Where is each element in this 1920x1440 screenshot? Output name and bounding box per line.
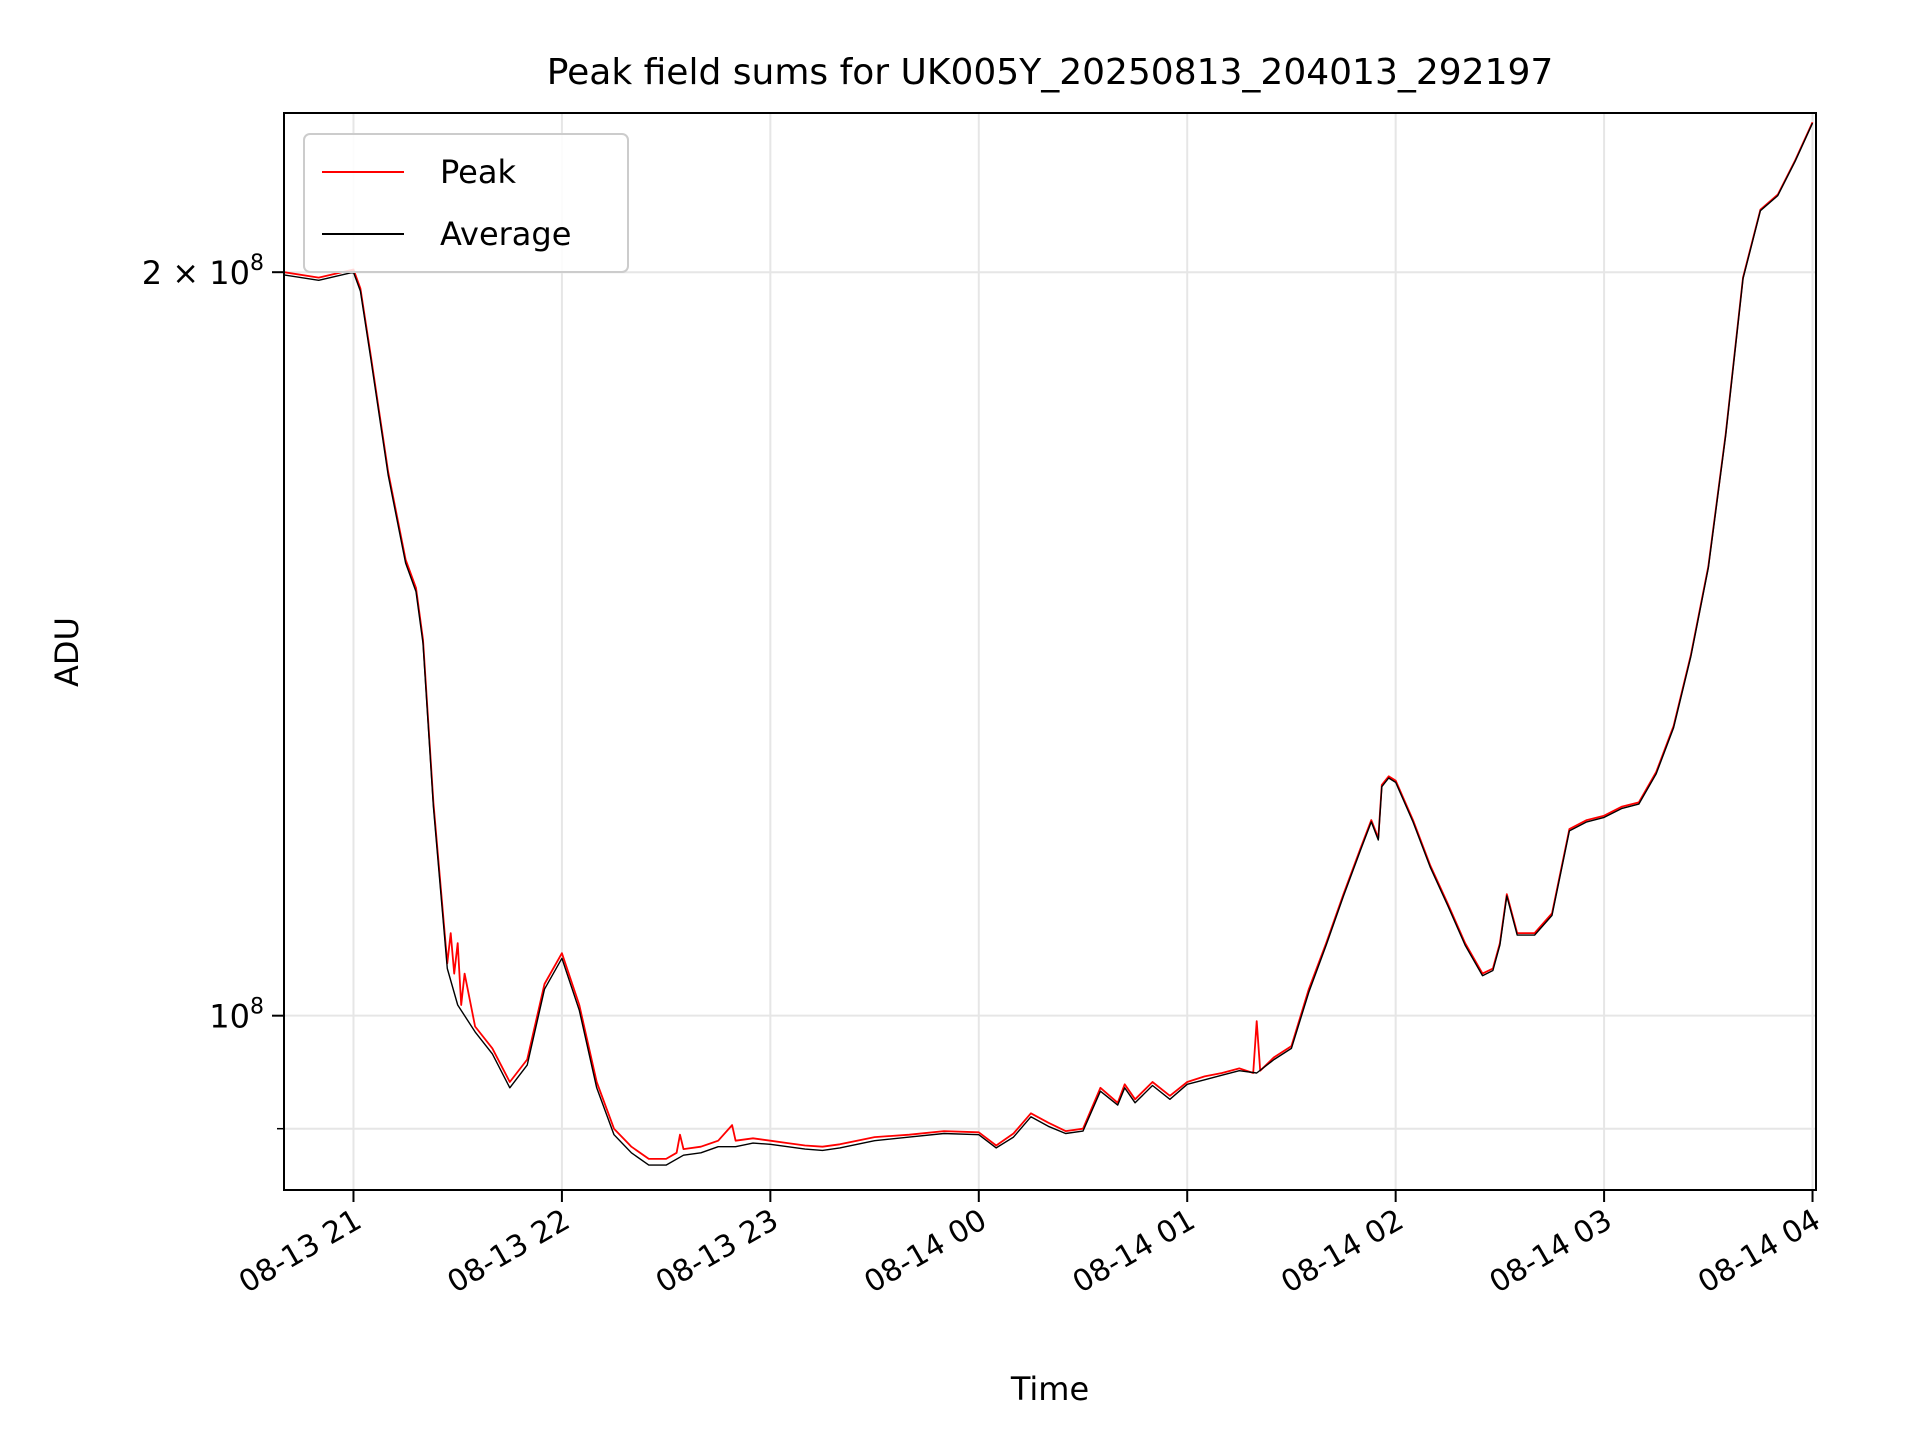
legend-label-peak: Peak: [440, 153, 516, 191]
chart-title: Peak field sums for UK005Y_20250813_2040…: [547, 52, 1554, 93]
plot-frame: [283, 112, 1817, 1191]
legend-box: [303, 133, 629, 273]
series-layer: [284, 121, 1814, 1166]
y-tick-label: 108: [209, 995, 264, 1036]
series-line-average: [284, 122, 1814, 1166]
y-axis: 2 × 108 108: [142, 251, 284, 1130]
legend-label-average: Average: [440, 215, 571, 253]
series-line-peak: [284, 121, 1814, 1160]
legend: Peak Average: [303, 133, 629, 273]
y-axis-label: ADU: [48, 617, 86, 687]
y-tick-label: 2 × 108: [142, 251, 264, 292]
x-axis-label: Time: [1010, 1370, 1089, 1408]
